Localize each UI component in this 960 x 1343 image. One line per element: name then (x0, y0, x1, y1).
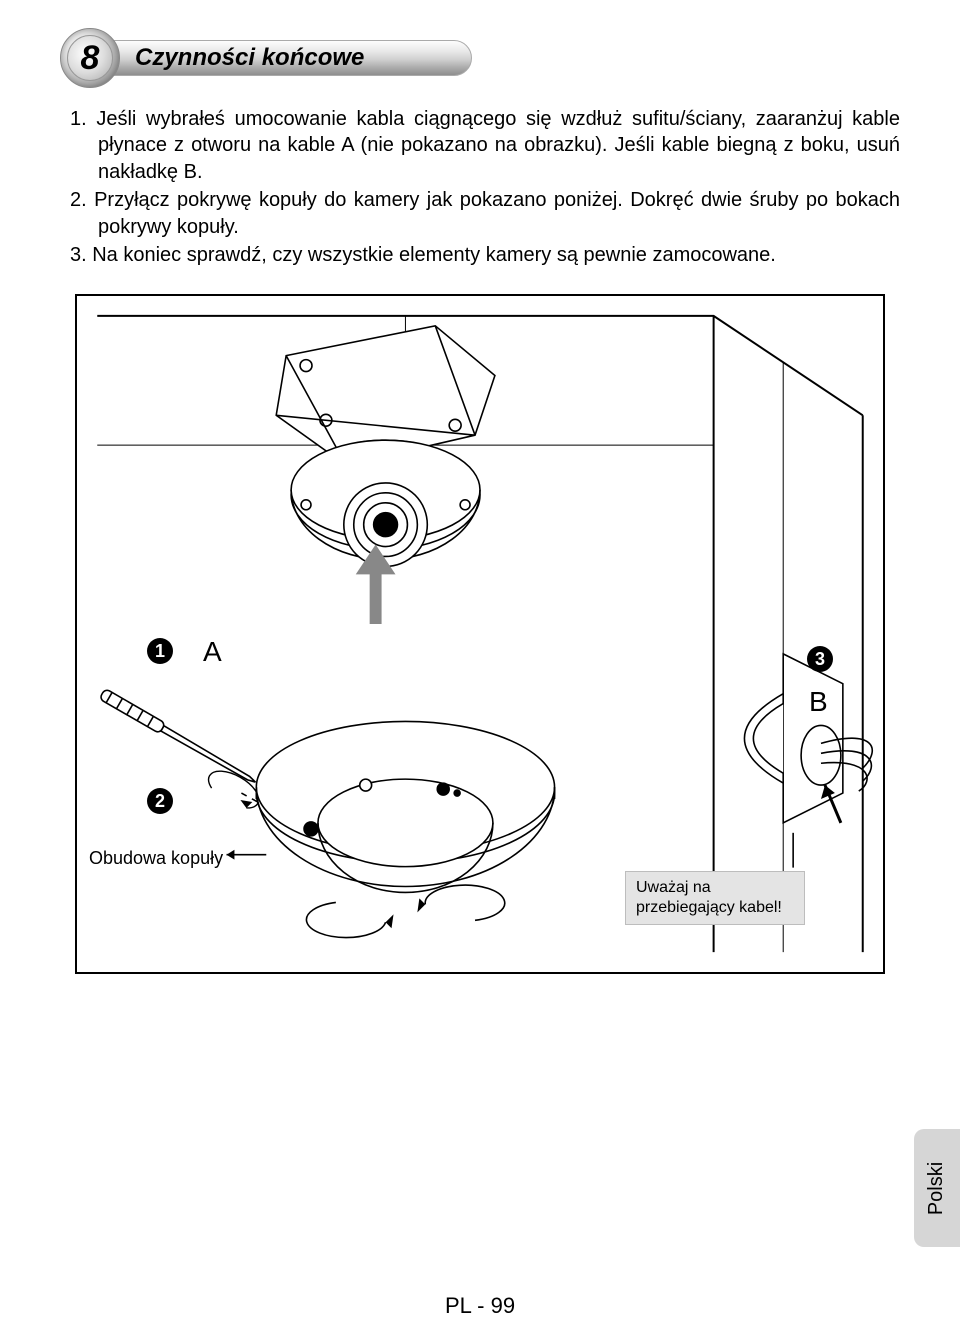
illustration-frame: 1 2 3 A B Obudowa kopuły Uważaj na przeb… (75, 294, 885, 974)
instructions-block: 1. Jeśli wybrałeś umocowanie kabla ciągn… (70, 106, 900, 268)
language-tab: Polski (914, 1129, 960, 1247)
language-tab-label: Polski (926, 1161, 949, 1214)
page-container: 8 Czynności końcowe 1. Jeśli wybrałeś um… (0, 0, 960, 1343)
page-footer: PL - 99 (0, 1293, 960, 1319)
instruction-1: 1. Jeśli wybrałeś umocowanie kabla ciągn… (70, 106, 900, 185)
instruction-2: 2. Przyłącz pokrywę kopuły do kamery jak… (70, 187, 900, 240)
step-number-badge: 8 (60, 28, 120, 88)
step-header: 8 Czynności końcowe (60, 28, 900, 88)
step-number: 8 (81, 39, 100, 78)
dome-cover-label: Obudowa kopuły (89, 848, 223, 869)
callout-A: A (203, 636, 222, 668)
step-title: Czynności końcowe (135, 44, 364, 72)
step-title-bar: Czynności końcowe (112, 40, 472, 76)
cable-warning-note: Uważaj na przebiegający kabel! (625, 871, 805, 925)
instruction-3: 3. Na koniec sprawdź, czy wszystkie elem… (70, 242, 900, 268)
callout-B: B (809, 686, 828, 718)
